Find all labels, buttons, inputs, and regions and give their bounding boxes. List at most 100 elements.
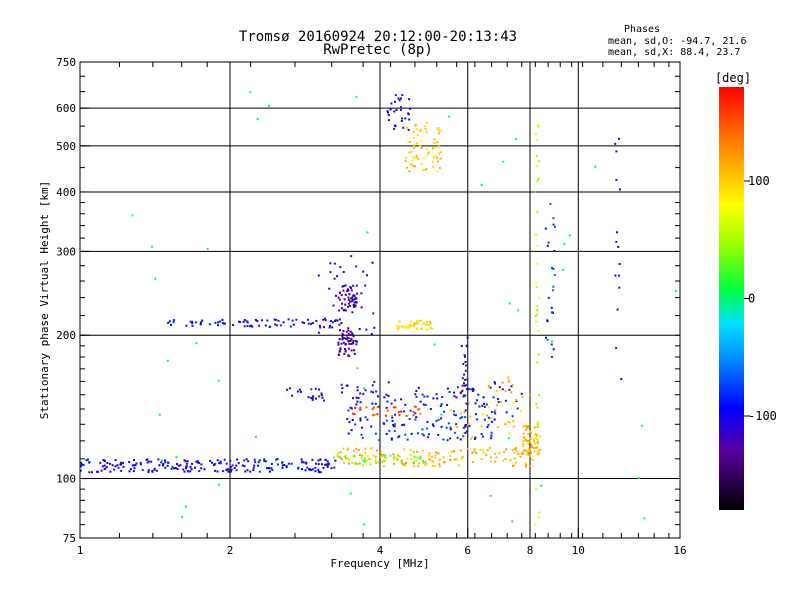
data-point — [347, 327, 350, 330]
data-point — [246, 325, 249, 327]
data-point — [263, 460, 266, 462]
data-point — [482, 413, 485, 416]
data-point — [438, 463, 441, 466]
data-point — [195, 460, 198, 463]
data-point — [394, 100, 396, 103]
data-point — [417, 158, 420, 161]
data-point — [409, 409, 412, 412]
data-point — [359, 401, 362, 404]
data-point — [209, 459, 212, 462]
data-point — [456, 436, 459, 439]
data-point — [128, 461, 131, 463]
data-point — [341, 335, 344, 338]
data-point — [342, 289, 345, 292]
data-point — [375, 462, 377, 464]
data-point — [485, 454, 488, 457]
data-point — [421, 433, 424, 436]
data-point — [355, 95, 358, 98]
data-point — [514, 448, 516, 451]
data-point — [186, 470, 189, 473]
data-point — [374, 432, 377, 435]
data-point — [380, 453, 383, 456]
data-point — [408, 326, 411, 329]
data-point — [164, 461, 167, 464]
data-point — [440, 425, 443, 428]
data-point — [468, 425, 471, 427]
data-point — [537, 125, 540, 128]
data-point — [409, 454, 412, 457]
data-point — [360, 433, 363, 436]
data-point — [524, 439, 527, 441]
data-point — [369, 447, 372, 450]
data-point — [552, 285, 555, 288]
data-point — [402, 126, 405, 129]
colorbar — [719, 87, 744, 510]
data-point — [426, 395, 429, 398]
data-point — [521, 395, 524, 398]
data-point — [356, 292, 358, 295]
data-point — [486, 414, 489, 417]
data-point — [186, 460, 189, 463]
colorbar-tick-label: -100 — [748, 409, 777, 423]
data-point — [436, 141, 439, 144]
data-point — [230, 468, 233, 471]
data-point — [388, 119, 390, 122]
data-point — [392, 456, 395, 459]
data-point — [440, 417, 443, 420]
data-point — [216, 470, 219, 473]
data-point — [347, 409, 350, 412]
data-point — [326, 463, 329, 466]
data-point — [314, 387, 317, 390]
data-point — [421, 428, 424, 431]
data-point — [146, 461, 149, 464]
data-point — [185, 324, 188, 327]
x-tick-label: 16 — [673, 544, 686, 557]
data-point — [490, 460, 493, 463]
data-point — [317, 463, 320, 466]
data-point — [614, 142, 617, 145]
data-point — [101, 465, 104, 468]
data-point — [493, 418, 496, 421]
data-point — [414, 165, 417, 168]
data-point — [496, 404, 499, 407]
data-point — [617, 246, 620, 248]
data-point — [254, 435, 257, 438]
data-point — [242, 320, 245, 323]
data-point — [184, 505, 187, 508]
data-point — [489, 456, 492, 459]
data-point — [386, 110, 389, 113]
data-point — [488, 406, 490, 409]
data-point — [429, 322, 432, 325]
data-point — [256, 320, 259, 323]
data-point — [525, 453, 528, 456]
data-point — [453, 391, 455, 394]
data-point — [674, 290, 677, 292]
data-point — [106, 462, 109, 464]
data-point — [282, 321, 285, 324]
data-point — [525, 465, 527, 468]
data-point — [247, 460, 250, 463]
data-point — [492, 396, 495, 399]
data-point — [342, 284, 345, 287]
data-point — [432, 397, 435, 400]
data-point — [270, 462, 273, 465]
data-point — [345, 334, 348, 337]
data-point — [412, 324, 415, 327]
data-point — [478, 405, 481, 408]
data-point — [307, 396, 310, 399]
data-point — [338, 309, 341, 312]
data-point — [462, 435, 465, 438]
data-point — [346, 418, 349, 420]
data-point — [384, 414, 387, 417]
data-point — [369, 463, 372, 466]
data-point — [233, 467, 236, 469]
data-point — [344, 349, 347, 352]
data-point — [267, 466, 270, 469]
data-point — [397, 97, 400, 100]
data-point — [384, 460, 386, 462]
data-point — [512, 420, 515, 423]
data-point — [113, 468, 116, 471]
data-point — [552, 223, 555, 226]
data-point — [171, 465, 174, 468]
data-point — [281, 466, 284, 469]
